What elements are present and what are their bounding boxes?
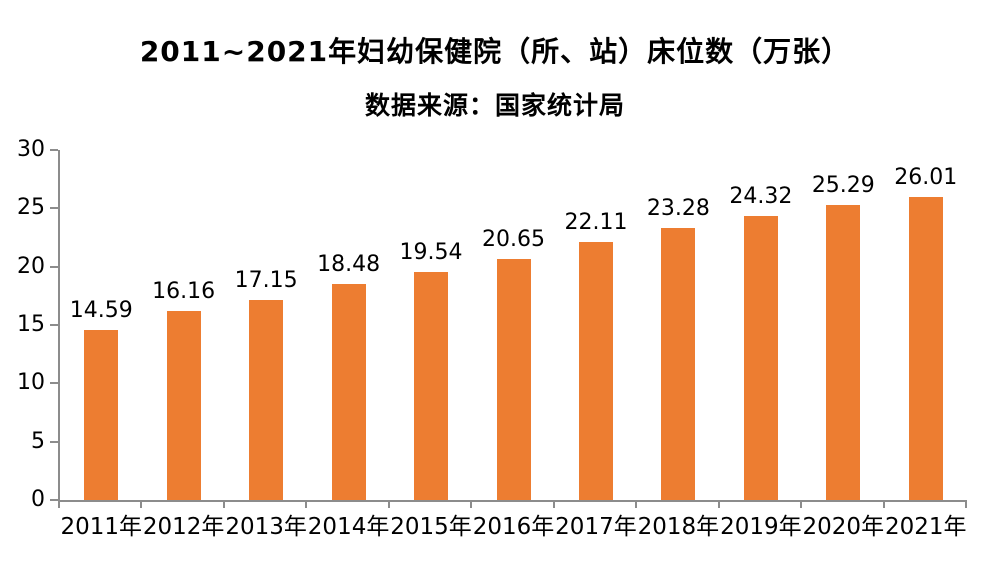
bar — [496, 259, 531, 500]
y-axis-label: 0 — [31, 487, 45, 512]
y-tick — [50, 207, 58, 210]
bar-value-label: 22.11 — [564, 210, 628, 236]
x-tick — [717, 500, 720, 508]
x-tick — [800, 500, 803, 508]
y-axis-label: 5 — [31, 428, 45, 454]
y-tick — [50, 265, 58, 268]
bar — [84, 329, 119, 500]
bar-value-label: 26.01 — [894, 164, 958, 190]
x-tick — [552, 500, 555, 508]
chart-title: 2011~2021年妇幼保健院（所、站）床位数（万张） — [139, 35, 851, 68]
bar-value-label: 23.28 — [646, 196, 710, 222]
x-tick — [140, 500, 143, 508]
bar-value-label: 25.29 — [811, 172, 875, 198]
bar — [578, 242, 613, 500]
x-axis-label: 2021年 — [884, 514, 967, 540]
y-tick — [50, 324, 58, 326]
bar — [249, 299, 284, 500]
bar — [166, 311, 201, 500]
bar-value-label: 18.48 — [317, 252, 381, 278]
x-axis-label: 2019年 — [720, 514, 802, 540]
bar-value-label: 24.32 — [729, 184, 793, 210]
bar — [414, 272, 449, 500]
x-axis-label: 2012年 — [142, 514, 225, 540]
bar-value-label: 17.15 — [234, 267, 298, 293]
y-tick — [50, 440, 58, 443]
x-tick — [387, 500, 390, 508]
x-axis-label: 2011年 — [60, 514, 142, 540]
x-tick — [635, 500, 638, 508]
x-tick — [305, 500, 308, 508]
y-axis-label: 25 — [17, 195, 45, 221]
x-tick — [58, 500, 60, 508]
bar-value-label: 14.59 — [69, 297, 133, 323]
bar — [661, 228, 696, 500]
y-axis-line — [58, 150, 60, 500]
bar — [826, 204, 861, 500]
bar — [908, 196, 943, 500]
x-axis-label: 2014年 — [307, 514, 390, 540]
x-tick — [222, 500, 225, 508]
x-axis-label: 2013年 — [225, 514, 307, 540]
chart-subtitle: 数据来源：国家统计局 — [364, 91, 625, 120]
x-axis-label: 2020年 — [802, 514, 885, 540]
y-axis-label: 20 — [17, 253, 45, 279]
y-axis-label: 15 — [17, 312, 45, 337]
y-axis-label: 30 — [17, 137, 45, 162]
x-tick — [882, 500, 885, 508]
x-axis-label: 2015年 — [390, 514, 472, 540]
bar-value-label: 16.16 — [152, 279, 216, 305]
bar-value-label: 20.65 — [482, 227, 545, 253]
y-tick — [50, 382, 58, 385]
y-tick — [50, 499, 58, 501]
bar — [331, 284, 366, 500]
bar-value-label: 19.54 — [399, 240, 463, 266]
bar — [743, 216, 778, 500]
y-tick — [50, 149, 58, 151]
x-axis-label: 2016年 — [472, 514, 555, 540]
x-axis-label: 2018年 — [637, 514, 720, 540]
x-tick — [965, 500, 967, 508]
x-axis-line — [58, 500, 967, 502]
x-tick — [470, 500, 473, 508]
y-axis-label: 10 — [17, 370, 45, 396]
x-axis-label: 2017年 — [555, 514, 637, 540]
